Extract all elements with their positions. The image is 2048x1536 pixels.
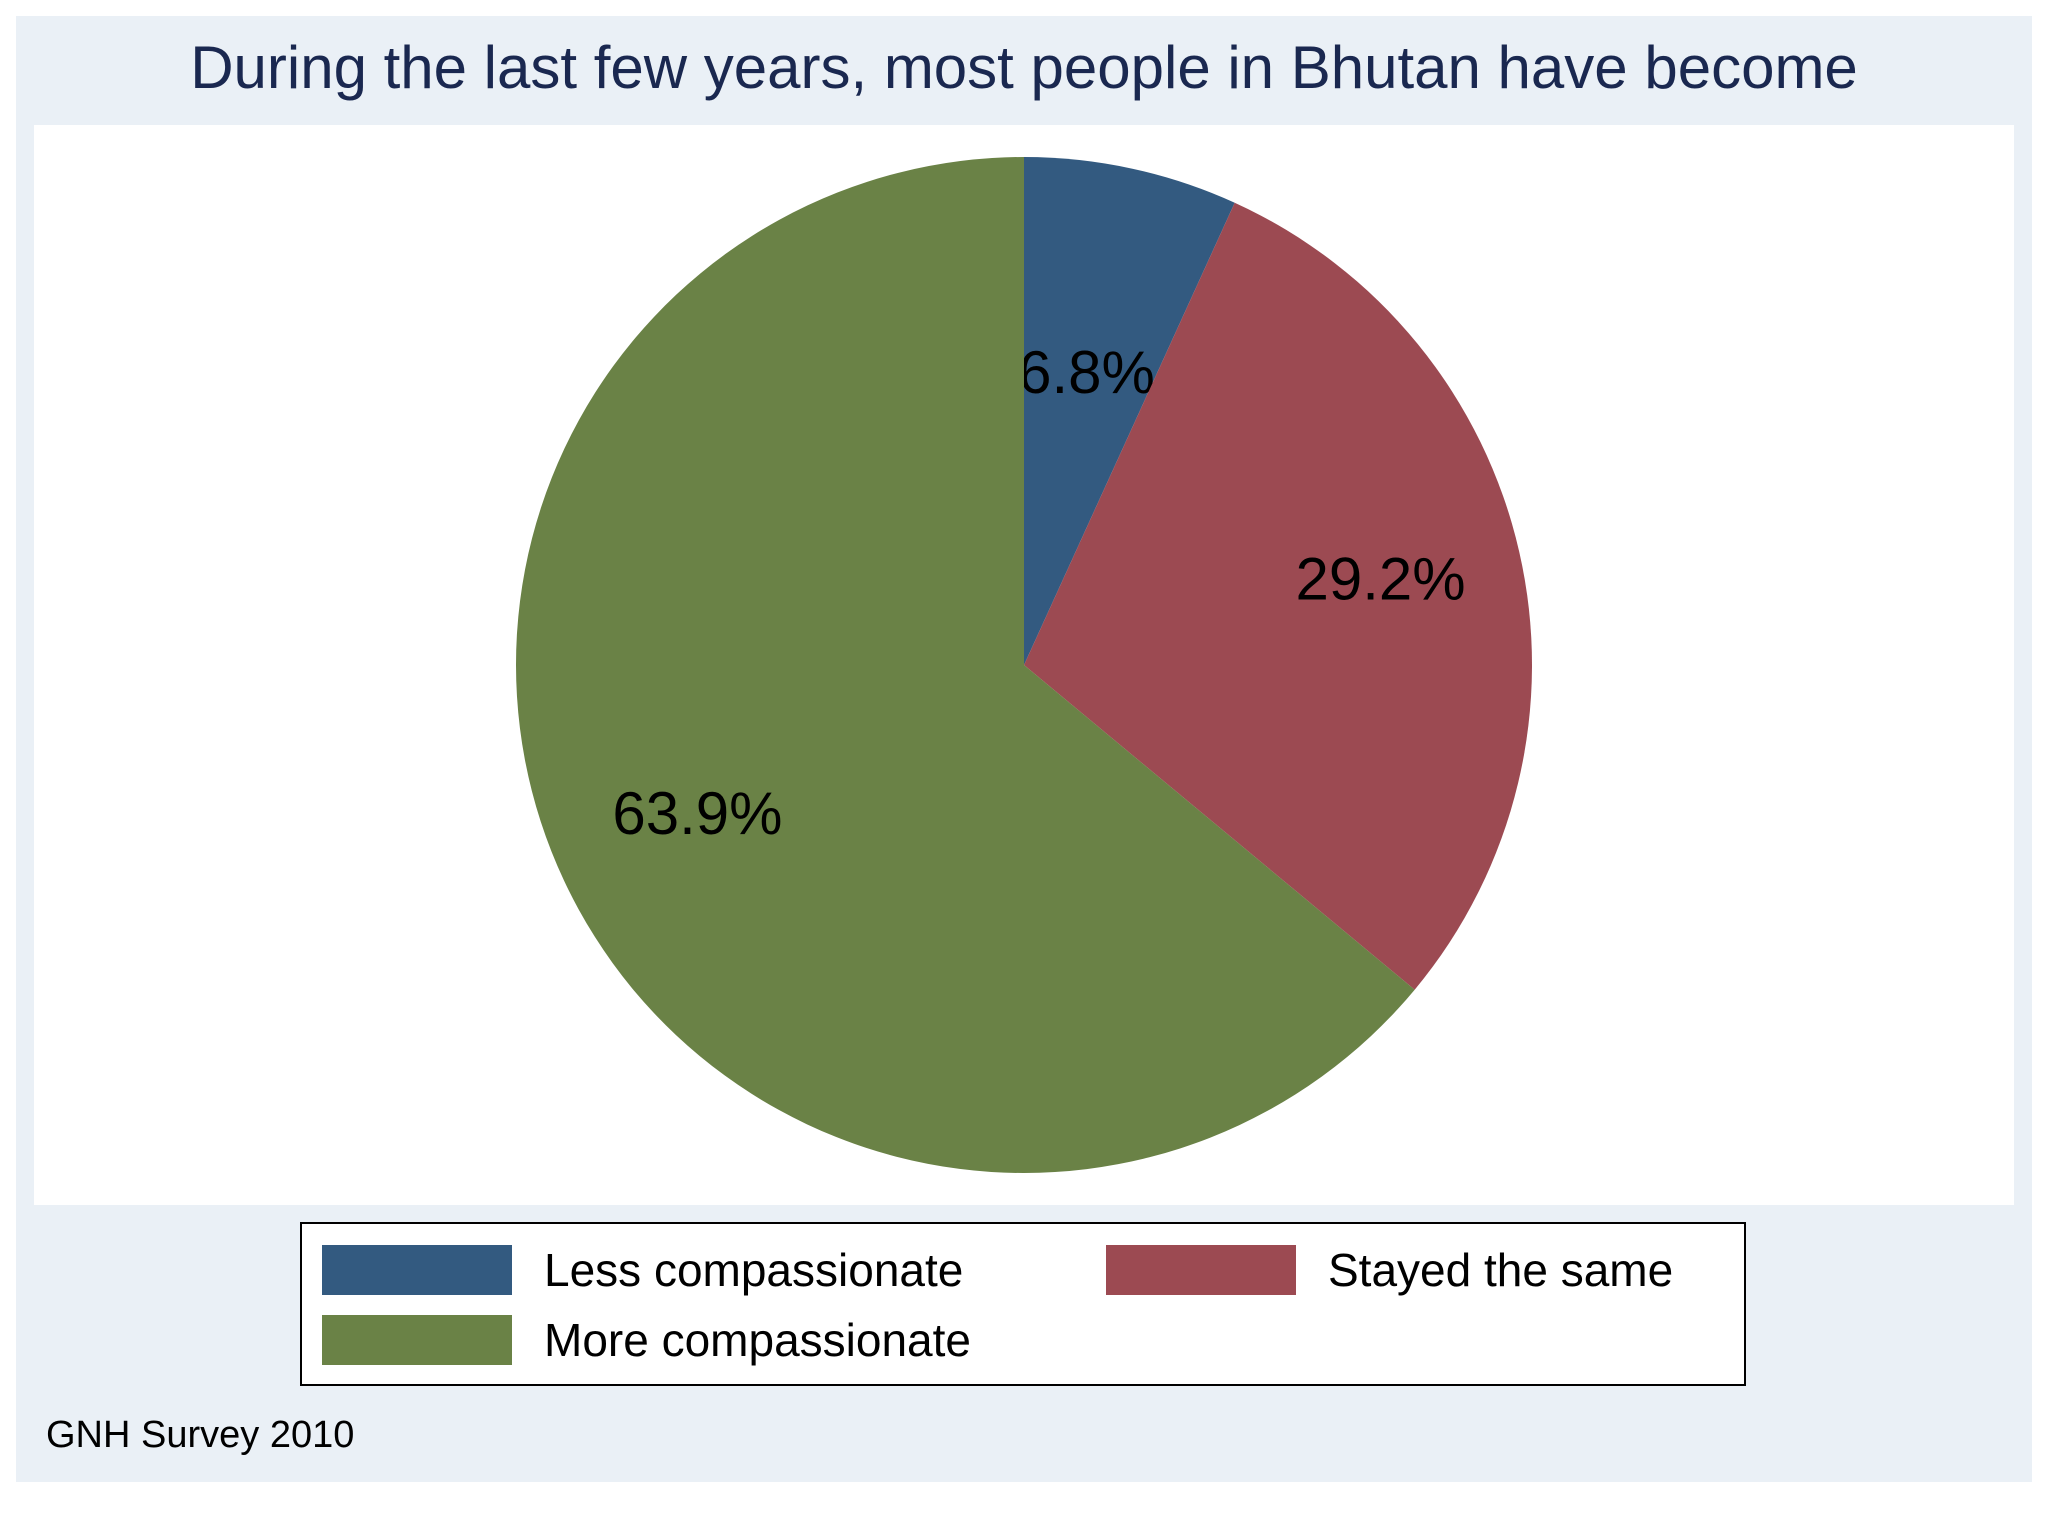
legend-label: Less compassionate <box>544 1244 964 1296</box>
legend-swatch <box>1106 1245 1296 1295</box>
legend-swatch <box>322 1315 512 1365</box>
pie-slice-less-compassionate <box>1024 157 1235 665</box>
slice-label: 63.9% <box>612 780 782 847</box>
legend-item-more-compassionate: More compassionate <box>322 1314 971 1366</box>
slice-label: 29.2% <box>1295 545 1465 612</box>
legend-swatch <box>322 1245 512 1295</box>
slice-label: 6.8% <box>1018 339 1155 406</box>
chart-title: During the last few years, most people i… <box>190 34 1858 101</box>
pie-chart: 6.8% 29.2% 63.9% <box>516 157 1532 1173</box>
plot-area: 6.8% 29.2% 63.9% <box>34 125 2014 1205</box>
pie-slice-more-compassionate <box>516 157 1415 1173</box>
legend: Less compassionate Stayed the same More … <box>300 1222 1746 1386</box>
legend-item-stayed-the-same: Stayed the same <box>1106 1244 1673 1296</box>
legend-label: More compassionate <box>544 1314 971 1366</box>
legend-label: Stayed the same <box>1328 1244 1674 1296</box>
pie-slice-stayed-the-same <box>1024 202 1532 990</box>
source-note: GNH Survey 2010 <box>46 1414 355 1456</box>
legend-item-less-compassionate: Less compassionate <box>322 1244 963 1296</box>
